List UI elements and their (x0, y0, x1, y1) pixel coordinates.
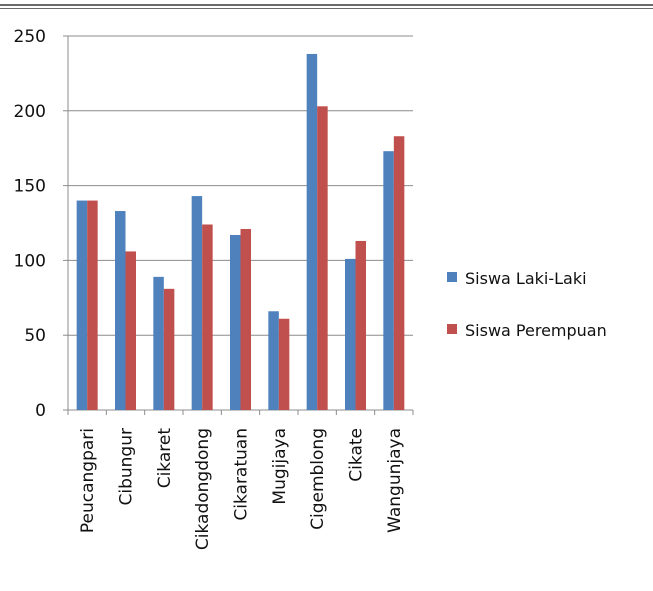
bar-perempuan (87, 200, 98, 410)
legend-label: Siswa Laki-Laki (465, 269, 587, 288)
legend-swatch (447, 324, 457, 334)
bar-perempuan (393, 136, 405, 410)
y-tick-label: 250 (14, 27, 46, 47)
bar-laki-laki (383, 151, 394, 410)
bar-laki-laki (153, 276, 164, 410)
bar-perempuan (163, 288, 175, 410)
x-category-label: Wangunjaya (385, 428, 405, 533)
x-category-label: Cikaret (155, 428, 175, 489)
top-border-line-thin (0, 8, 653, 9)
x-category-label: Mugijaya (270, 428, 290, 505)
bar-perempuan (278, 318, 290, 410)
y-tick-label: 200 (14, 102, 46, 122)
bar-laki-laki (230, 234, 241, 410)
bar-perempuan (202, 224, 213, 410)
y-tick-label: 50 (24, 326, 46, 346)
bar-laki-laki (306, 53, 318, 411)
y-tick-label: 0 (35, 401, 46, 421)
bar-laki-laki (76, 200, 88, 410)
bar-perempuan (355, 240, 366, 410)
x-category-label: Cikaratuan (232, 428, 252, 521)
bar-perempuan (240, 228, 251, 410)
y-tick-label: 100 (14, 251, 46, 271)
legend-label: Siswa Perempuan (465, 321, 607, 340)
bar-laki-laki (191, 196, 203, 410)
bar-perempuan (125, 251, 136, 410)
x-category-label: Cigemblong (308, 428, 328, 530)
bar-perempuan (317, 106, 328, 410)
y-tick-label: 150 (14, 177, 46, 197)
bar-laki-laki (115, 211, 126, 410)
legend-swatch (447, 272, 457, 282)
bar-laki-laki (268, 311, 279, 410)
x-category-label: Cikadongdong (193, 428, 213, 550)
x-category-label: Peucangpari (78, 428, 98, 533)
bar-laki-laki (345, 258, 356, 410)
top-border-line (0, 4, 653, 6)
x-category-label: Cibungur (117, 428, 137, 506)
x-category-label: Cikate (347, 428, 367, 482)
